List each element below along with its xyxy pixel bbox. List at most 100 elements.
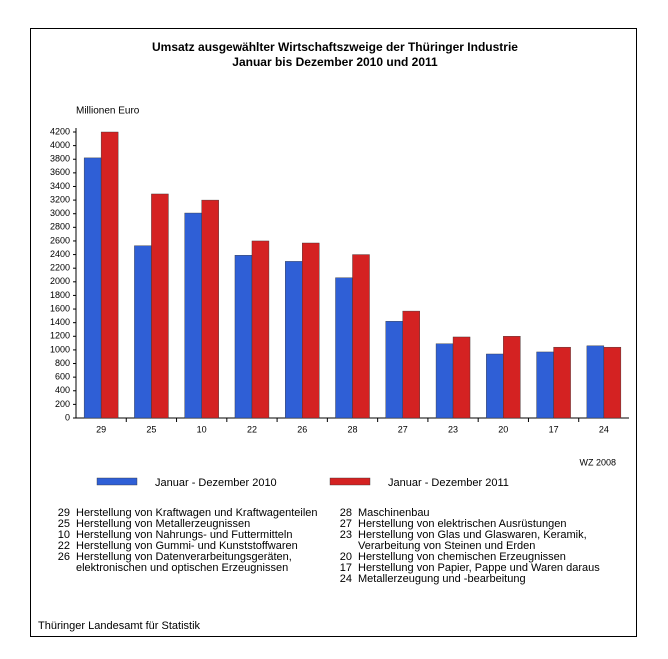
note-text: Metallerzeugung und -bearbeitung (358, 573, 526, 585)
x-tick-label: 20 (498, 424, 508, 434)
legend-swatch (96, 477, 138, 486)
bar (100, 131, 119, 419)
note-code: 22 (57, 540, 70, 552)
note-code: 28 (339, 507, 352, 519)
note-code: 20 (339, 551, 352, 563)
bar (586, 345, 605, 419)
note-code: 26 (57, 551, 70, 563)
note-text: Herstellung von Datenverarbeitungsgeräte… (76, 551, 292, 574)
chart-subtitle: Januar bis Dezember 2010 und 2011 (232, 55, 438, 69)
y-tick-label: 2000 (50, 276, 70, 286)
note: 22 Herstellung von Gummi- und Kunststoffw… (48, 541, 318, 552)
x-tick-label: 27 (398, 424, 408, 434)
bar (503, 336, 521, 419)
y-tick-label: 2600 (50, 235, 70, 245)
legend-swatch (329, 477, 371, 486)
bar (352, 254, 370, 419)
bar (134, 245, 152, 419)
x-tick-label: 22 (247, 424, 257, 434)
note: 27 Herstellung von elektrischen Ausrüstun… (330, 519, 620, 530)
note-code: 24 (339, 573, 352, 585)
y-tick-label: 2400 (50, 249, 70, 259)
bar (184, 212, 202, 419)
note-code: 10 (57, 529, 70, 541)
y-tick-label: 4000 (50, 140, 70, 150)
bar (335, 277, 353, 419)
bar (151, 193, 169, 419)
note-code: 17 (339, 562, 352, 574)
y-tick-label: 2200 (50, 263, 70, 273)
note: 25 Herstellung von Metallerzeugnissen (48, 519, 318, 530)
bar (402, 310, 420, 419)
note: 17 Herstellung von Papier, Pappe und Ware… (330, 563, 620, 574)
note-text: Herstellung von chemischen Erzeugnissen (358, 551, 566, 563)
bar (603, 346, 622, 419)
x-tick-label: 10 (197, 424, 207, 434)
y-tick-label: 1200 (50, 331, 70, 341)
x-tick-label: 26 (297, 424, 307, 434)
note: 23 Herstellung von Glas und Glaswaren, Ke… (330, 530, 620, 552)
note: 24 Metallerzeugung und -bearbeitung (330, 574, 620, 585)
bar (385, 321, 403, 419)
x-tick-label: 28 (347, 424, 357, 434)
y-tick-label: 1600 (50, 303, 70, 313)
y-tick-label: 800 (55, 358, 70, 368)
note-text: Herstellung von Glas und Glaswaren, Kera… (358, 529, 587, 552)
note-text: Herstellung von Papier, Pappe und Waren … (358, 562, 600, 574)
x-tick-label: 24 (599, 424, 609, 434)
y-tick-label: 200 (55, 399, 70, 409)
bar (302, 242, 320, 419)
y-tick-label: 1000 (50, 344, 70, 354)
note-text: Herstellung von Metallerzeugnissen (76, 518, 251, 530)
y-tick-label: 3400 (50, 181, 70, 191)
bar (536, 351, 554, 419)
bar (234, 255, 253, 419)
bar (83, 157, 102, 419)
y-tick-label: 3000 (50, 208, 70, 218)
y-tick-label: 1800 (50, 290, 70, 300)
bar (452, 336, 471, 419)
x-tick-label: 23 (448, 424, 458, 434)
note: 10 Herstellung von Nahrungs- und Futtermi… (48, 530, 318, 541)
bar (285, 261, 303, 419)
y-axis-label: Millionen Euro (76, 106, 140, 117)
note-text: Herstellung von Kraftwagen und Kraftwage… (76, 507, 318, 519)
x-tick-label: 29 (96, 424, 106, 434)
y-tick-label: 600 (55, 372, 70, 382)
x-tick-label: 17 (549, 424, 559, 434)
y-tick-label: 0 (65, 412, 70, 422)
bar (435, 343, 454, 419)
note-code: 23 (339, 529, 352, 541)
classification: WZ 2008 (579, 457, 616, 467)
note-text: Herstellung von elektrischen Ausrüstunge… (358, 518, 567, 530)
note: 20 Herstellung von chemischen Erzeugnisse… (330, 552, 620, 563)
note-text: Herstellung von Nahrungs- und Futtermitt… (76, 529, 293, 541)
y-tick-label: 1400 (50, 317, 70, 327)
source: Thüringer Landesamt für Statistik (38, 620, 201, 632)
legend-label: Januar - Dezember 2010 (155, 477, 277, 489)
y-tick-label: 400 (55, 385, 70, 395)
bar (486, 353, 504, 419)
bar (553, 346, 571, 419)
note: 28 Maschinenbau (330, 508, 620, 519)
y-tick-label: 4200 (50, 126, 70, 136)
note: 29 Herstellung von Kraftwagen und Kraftwa… (48, 508, 318, 519)
x-tick-label: 25 (146, 424, 156, 434)
note-code: 27 (339, 518, 352, 530)
bar (251, 240, 270, 419)
y-tick-label: 2800 (50, 222, 70, 232)
bar (201, 199, 219, 419)
frame (30, 28, 637, 637)
y-tick-label: 3800 (50, 154, 70, 164)
legend-label: Januar - Dezember 2011 (388, 477, 509, 489)
note-text: Herstellung von Gummi- und Kunststoffwar… (76, 540, 298, 552)
note-code: 25 (57, 518, 70, 530)
y-tick-label: 3600 (50, 167, 70, 177)
note-text: Maschinenbau (358, 507, 430, 519)
note-code: 29 (57, 507, 70, 519)
chart-title: Umsatz ausgewählter Wirtschaftszweige de… (152, 40, 518, 54)
y-tick-label: 3200 (50, 194, 70, 204)
note: 26 Herstellung von Datenverarbeitungsgerä… (48, 552, 318, 574)
